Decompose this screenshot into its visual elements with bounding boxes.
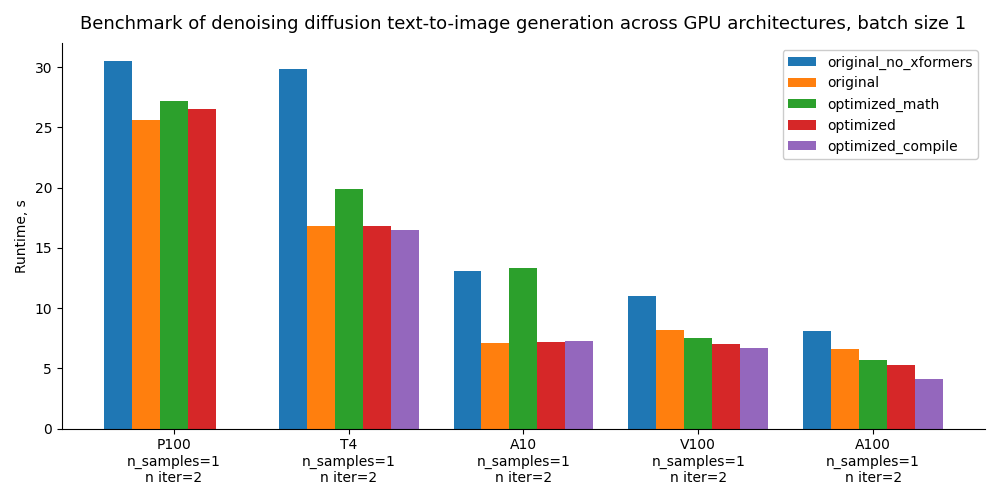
Bar [656,330,684,428]
Bar [279,70,307,428]
Bar [481,343,509,428]
Bar [188,109,216,428]
Bar [509,268,537,428]
Bar [104,61,132,428]
Bar [454,271,481,428]
Bar [160,101,188,428]
Bar [363,226,391,428]
Bar [915,380,943,428]
Bar [859,360,887,428]
Bar [628,296,656,428]
Bar [803,331,831,428]
Bar [712,344,740,428]
Bar [887,365,915,428]
Bar [391,230,419,428]
Bar [537,342,565,428]
Y-axis label: Runtime, s: Runtime, s [15,199,29,272]
Title: Benchmark of denoising diffusion text-to-image generation across GPU architectur: Benchmark of denoising diffusion text-to… [80,15,967,33]
Bar [307,226,335,428]
Bar [565,340,593,428]
Bar [132,120,160,428]
Bar [335,189,363,428]
Bar [831,349,859,428]
Legend: original_no_xformers, original, optimized_math, optimized, optimized_compile: original_no_xformers, original, optimize… [783,50,978,159]
Bar [684,338,712,428]
Bar [740,348,768,428]
